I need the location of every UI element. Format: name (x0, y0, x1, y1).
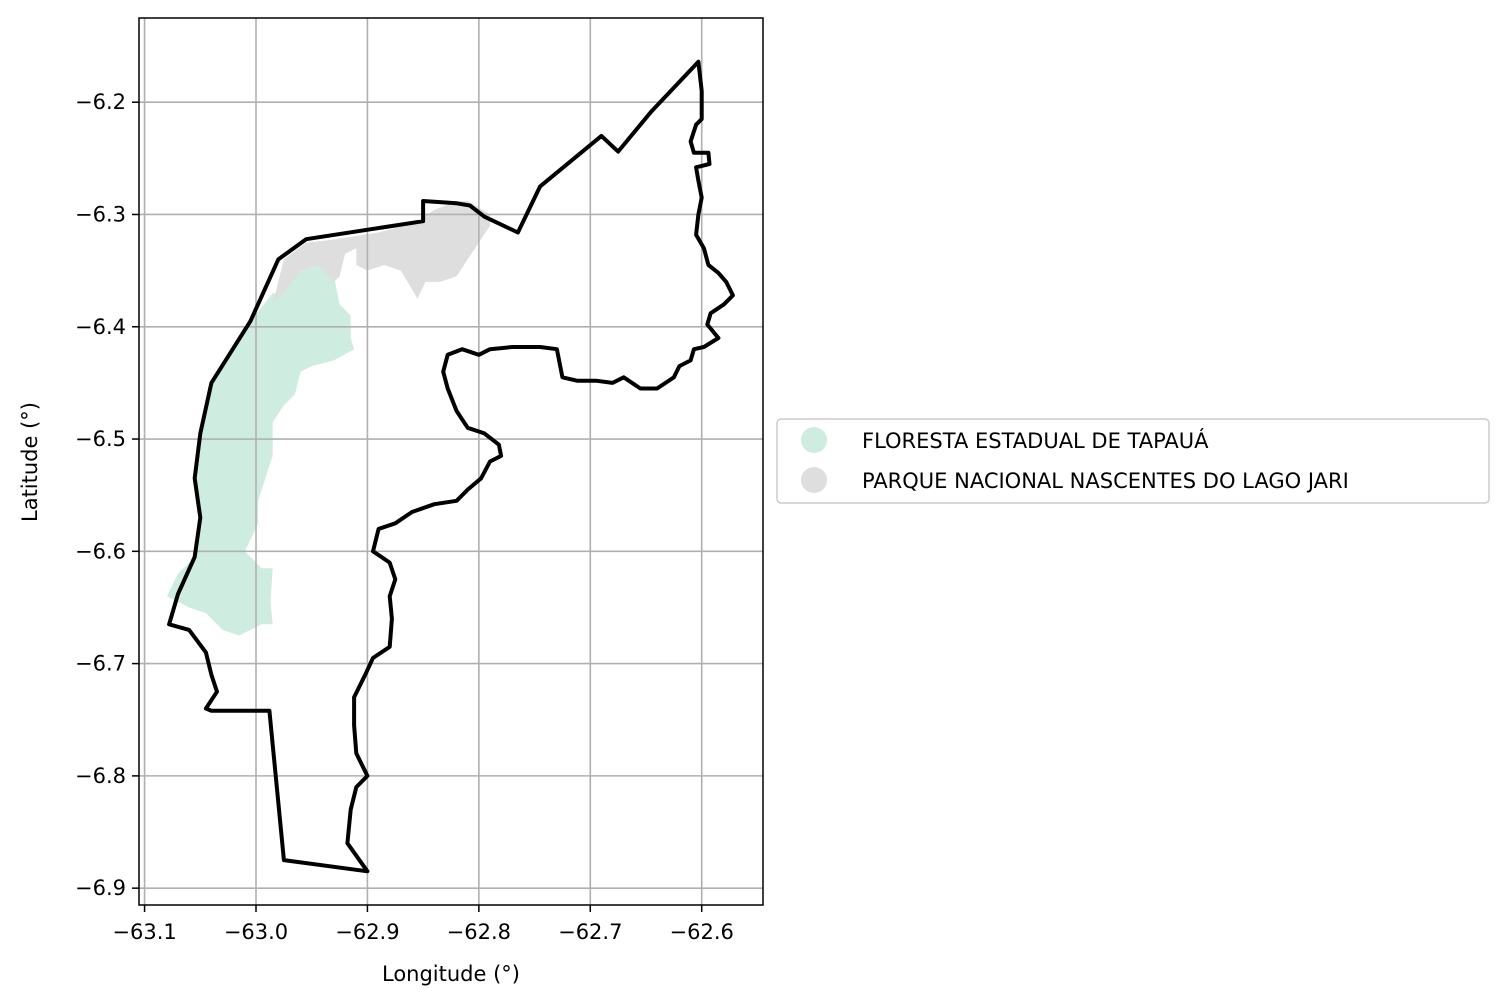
y-tick-label: −6.8 (75, 764, 126, 788)
x-axis-ticks: −63.1 −63.0 −62.9 −62.8 −62.7 −62.6 (112, 905, 734, 944)
y-tick-label: −6.9 (75, 876, 126, 900)
x-tick-label: −63.0 (224, 920, 288, 944)
x-tick-label: −62.6 (670, 920, 734, 944)
y-tick-label: −6.2 (75, 90, 126, 114)
legend-label-floresta: FLORESTA ESTADUAL DE TAPAUÁ (862, 428, 1209, 453)
municipality-outline (167, 59, 735, 874)
legend-marker-parque (801, 467, 827, 493)
x-axis-label: Longitude (°) (382, 962, 520, 986)
legend-marker-floresta (801, 427, 827, 453)
x-tick-label: −62.8 (447, 920, 511, 944)
plot-frame (138, 17, 764, 906)
y-tick-label: −6.4 (75, 315, 126, 339)
x-tick-label: −62.9 (335, 920, 399, 944)
outline-layer (167, 59, 735, 874)
y-tick-label: −6.5 (75, 427, 126, 451)
area-parque-nacional-nascentes-do-lago-jari (272, 201, 490, 305)
x-tick-label: −62.7 (558, 920, 622, 944)
legend: FLORESTA ESTADUAL DE TAPAUÁ PARQUE NACIO… (776, 418, 1490, 504)
y-tick-label: −6.7 (75, 652, 126, 676)
legend-frame (776, 418, 1490, 504)
y-tick-label: −6.6 (75, 539, 126, 563)
y-axis-label: Latitude (°) (18, 402, 42, 522)
x-tick-label: −63.1 (112, 920, 176, 944)
grid-layer (139, 18, 763, 905)
y-axis-ticks: −6.2 −6.3 −6.4 −6.5 −6.6 −6.7 −6.8 −6.9 (75, 90, 139, 900)
legend-label-parque: PARQUE NACIONAL NASCENTES DO LAGO JARI (862, 469, 1349, 493)
y-tick-label: −6.3 (75, 202, 126, 226)
polygon-fill-layer (166, 201, 490, 636)
area-floresta-estadual-de-tapaua (166, 259, 355, 636)
